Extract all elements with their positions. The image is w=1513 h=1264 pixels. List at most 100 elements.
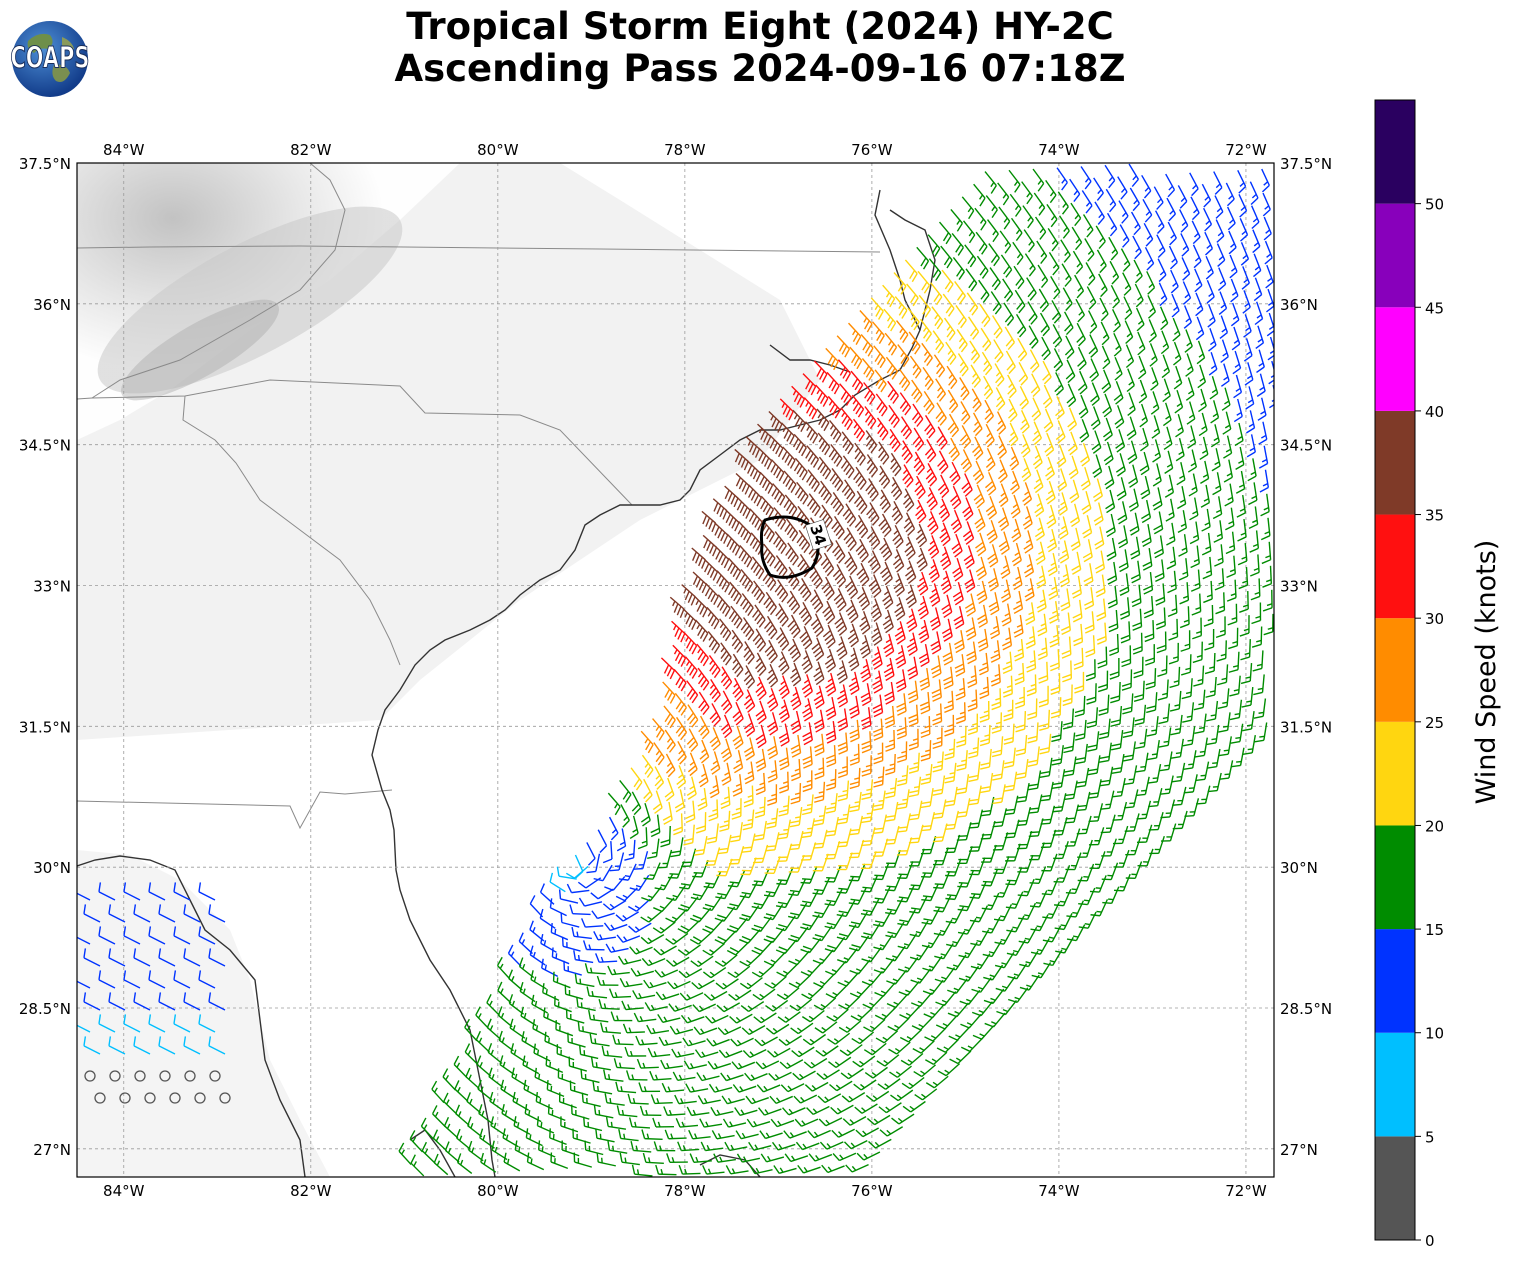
wind-barb [455, 1104, 470, 1126]
wind-barb [655, 991, 680, 1001]
wind-barb [582, 940, 605, 951]
wind-barb [685, 1083, 709, 1093]
wind-barb [968, 833, 985, 852]
wind-barb [896, 765, 909, 787]
wind-barb [841, 1092, 866, 1103]
wind-barb [698, 691, 710, 716]
wind-barb [699, 739, 710, 764]
wind-barb [995, 976, 1016, 992]
wind-barb [539, 908, 556, 929]
wind-barb [619, 780, 632, 803]
wind-barb [676, 765, 687, 789]
wind-barb [911, 1016, 934, 1031]
wind-barb [821, 1164, 845, 1174]
wind-barb [956, 822, 972, 841]
wind-barb [601, 1045, 623, 1058]
wind-barb [765, 832, 780, 852]
wind-barb [653, 945, 677, 956]
wind-barb [732, 653, 744, 678]
wind-barb [708, 654, 721, 679]
wind-barb [477, 1079, 493, 1101]
wind-barb [749, 1165, 773, 1175]
wind-barb [778, 747, 790, 771]
wind-barb [443, 1092, 458, 1115]
wind-barb [636, 1058, 659, 1069]
wind-barb [455, 1128, 471, 1150]
wind-barb [487, 1043, 503, 1065]
wind-barb [697, 787, 708, 811]
wind-barb [817, 1093, 842, 1104]
wind-barb [837, 708, 849, 732]
wind-barb [793, 1094, 818, 1104]
wind-barb [1005, 891, 1024, 909]
wind-barb [557, 1068, 576, 1085]
wind-barb [563, 960, 582, 976]
wind-barb [837, 756, 848, 779]
wind-barb [1017, 878, 1035, 897]
wind-barb [763, 880, 783, 898]
wind-barb [496, 956, 511, 980]
wind-barb [802, 1033, 827, 1046]
lat-tick-label-left-6: 28.5°N [19, 1000, 71, 1018]
wind-barb [755, 700, 767, 725]
wind-barb [797, 1164, 821, 1174]
wind-barb [558, 889, 579, 904]
wind-barb [897, 885, 915, 903]
wind-barb [678, 968, 703, 979]
lon-tick-label-top-3: 78°W [664, 141, 706, 159]
wind-barb [848, 887, 867, 905]
lon-tick-label-top-1: 82°W [290, 141, 332, 159]
wind-barb [787, 614, 801, 639]
wind-barb [667, 861, 685, 879]
wind-barb [872, 886, 891, 904]
wind-barb [767, 784, 778, 806]
logo-text: COAPS [10, 41, 89, 76]
wind-barb [969, 881, 987, 899]
wind-barb [755, 772, 766, 796]
lon-tick-label-bottom-1: 82°W [290, 1182, 332, 1200]
wind-barb [825, 817, 839, 837]
wind-barb [624, 1046, 647, 1057]
wind-barb [721, 1095, 745, 1105]
wind-barb [775, 939, 798, 955]
wind-barb [811, 637, 825, 662]
wind-barb [549, 872, 566, 893]
wind-barb [983, 988, 1005, 1005]
wind-barb [731, 1061, 756, 1070]
wind-barb [692, 571, 707, 594]
wind-barb [825, 721, 837, 744]
wind-barb [755, 1060, 780, 1070]
wind-barb [767, 736, 779, 760]
wind-barb [442, 1068, 456, 1091]
wind-barb [755, 748, 767, 772]
wind-barb [801, 794, 814, 816]
wind-barb [654, 766, 665, 790]
wind-barb [536, 1116, 555, 1134]
wind-barb [779, 1059, 804, 1070]
lon-tick-label-bottom-3: 78°W [664, 1182, 706, 1200]
wind-barb [732, 725, 744, 750]
wind-barb [899, 1004, 921, 1020]
wind-barb [672, 644, 687, 667]
wind-barb [542, 983, 560, 1001]
wind-barb [717, 1026, 742, 1036]
wind-barb [802, 770, 813, 793]
wind-barb [787, 638, 802, 663]
wind-barb [433, 1153, 449, 1176]
wind-barb [726, 917, 748, 933]
wind-barb [586, 842, 596, 866]
wind-barb [932, 799, 947, 820]
wind-barb [836, 876, 855, 894]
wind-barb [596, 975, 619, 986]
wind-barb [742, 809, 755, 831]
wind-barb [849, 791, 862, 813]
wind-barb [605, 943, 629, 953]
wind-barb [694, 1049, 719, 1059]
wind-barb [751, 964, 775, 978]
wind-barb [602, 841, 613, 864]
wind-barb [896, 813, 912, 833]
wind-barb [830, 1104, 854, 1115]
wind-barb [856, 1151, 881, 1161]
wind-barb [608, 988, 632, 999]
wind-barb [875, 1030, 899, 1044]
